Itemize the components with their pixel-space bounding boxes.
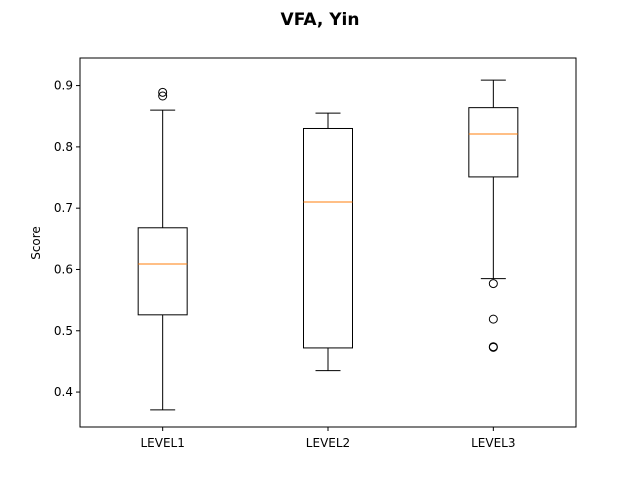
y-tick-label: 0.7 [54,201,73,215]
outlier-point [488,279,498,289]
x-tick-label: LEVEL3 [471,436,515,450]
chart-title: VFA, Yin [281,10,360,30]
y-tick-label: 0.6 [54,262,73,276]
y-tick-label: 0.9 [54,79,73,93]
outlier-point [488,342,498,352]
y-tick-label: 0.4 [54,385,73,399]
x-tick-label: LEVEL1 [140,436,184,450]
x-axis-ticks: LEVEL1 LEVEL2 LEVEL3 [140,427,516,450]
box-level3 [468,79,519,352]
y-tick-label: 0.8 [54,140,73,154]
box-level2 [303,112,353,372]
plot-marks [137,79,519,411]
outlier-point [158,91,168,101]
outlier-point [158,87,168,97]
outlier-point [488,314,498,324]
iqr-box [468,107,519,178]
box-level1 [137,87,188,411]
iqr-box [137,227,188,316]
iqr-box [303,127,353,349]
y-axis-ticks: 0.4 0.5 0.6 0.7 0.8 0.9 [54,79,80,399]
y-tick-label: 0.5 [54,324,73,338]
x-tick-label: LEVEL2 [306,436,350,450]
y-axis-label: Score [29,226,43,260]
plot-area-frame [79,57,577,428]
